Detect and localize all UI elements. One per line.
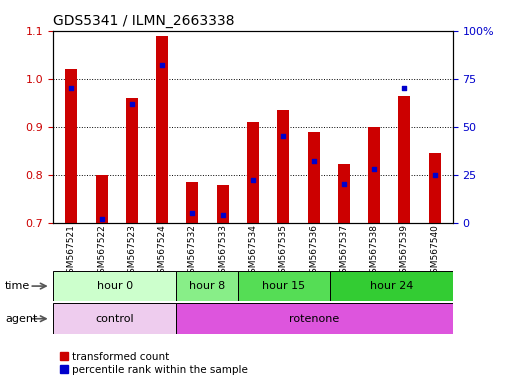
- Bar: [156, 36, 168, 223]
- Bar: [53, 271, 176, 301]
- Text: GDS5341 / ILMN_2663338: GDS5341 / ILMN_2663338: [53, 14, 234, 28]
- Bar: [246, 122, 259, 223]
- Point: [399, 85, 408, 91]
- Text: hour 24: hour 24: [369, 281, 412, 291]
- Bar: [95, 175, 108, 223]
- Bar: [65, 69, 77, 223]
- Point: [218, 212, 226, 218]
- Text: hour 15: hour 15: [262, 281, 305, 291]
- Point: [67, 85, 75, 91]
- Bar: [329, 271, 452, 301]
- Point: [309, 158, 317, 164]
- Text: agent: agent: [5, 314, 37, 324]
- Legend: transformed count, percentile rank within the sample: transformed count, percentile rank withi…: [56, 348, 252, 379]
- Bar: [126, 98, 138, 223]
- Bar: [176, 271, 237, 301]
- Point: [248, 177, 257, 184]
- Point: [430, 172, 438, 178]
- Bar: [428, 153, 440, 223]
- Text: rotenone: rotenone: [289, 314, 339, 324]
- Point: [158, 62, 166, 68]
- Point: [188, 210, 196, 216]
- Bar: [367, 127, 379, 223]
- Point: [128, 101, 136, 107]
- Text: hour 0: hour 0: [96, 281, 132, 291]
- Bar: [337, 164, 349, 223]
- Bar: [216, 185, 228, 223]
- Bar: [53, 303, 176, 334]
- Point: [279, 133, 287, 139]
- Text: hour 8: hour 8: [188, 281, 225, 291]
- Bar: [186, 182, 198, 223]
- Bar: [397, 96, 410, 223]
- Text: control: control: [95, 314, 134, 324]
- Bar: [277, 110, 289, 223]
- Point: [369, 166, 377, 172]
- Bar: [237, 271, 329, 301]
- Point: [339, 181, 347, 187]
- Text: time: time: [5, 281, 30, 291]
- Point: [97, 216, 106, 222]
- Bar: [176, 303, 452, 334]
- Bar: [307, 132, 319, 223]
